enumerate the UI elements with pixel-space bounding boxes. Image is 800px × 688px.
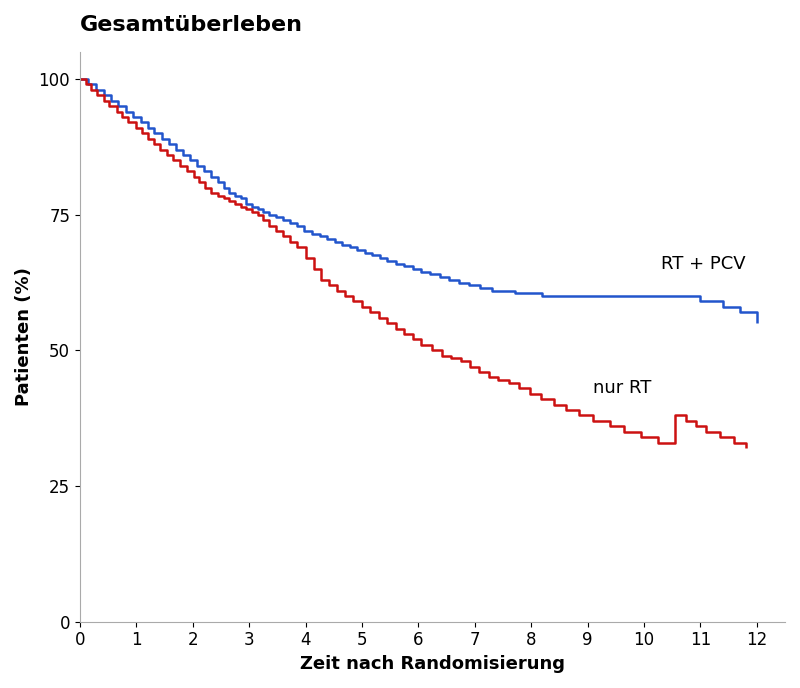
X-axis label: Zeit nach Randomisierung: Zeit nach Randomisierung — [300, 655, 565, 673]
Text: nur RT: nur RT — [594, 379, 651, 398]
Text: RT + PCV: RT + PCV — [661, 255, 746, 272]
Y-axis label: Patienten (%): Patienten (%) — [15, 268, 33, 406]
Text: Gesamtüberleben: Gesamtüberleben — [80, 15, 303, 35]
